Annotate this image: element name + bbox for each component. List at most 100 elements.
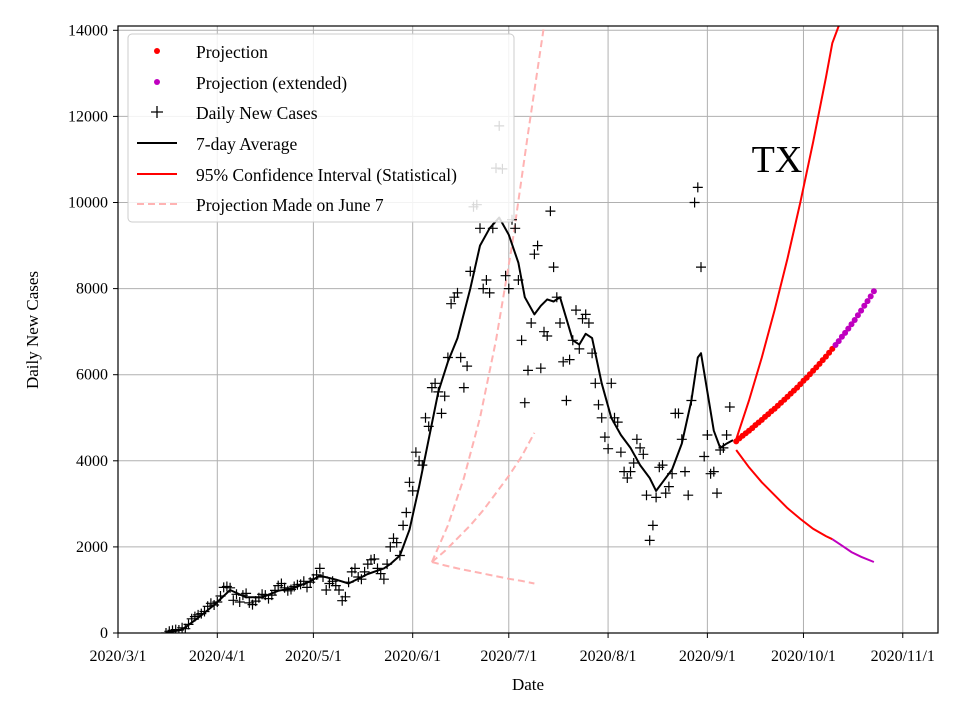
daily-case-marker bbox=[686, 395, 697, 406]
daily-case-marker bbox=[340, 591, 351, 602]
daily-case-marker bbox=[651, 492, 662, 503]
projection-extended-point bbox=[858, 307, 865, 314]
daily-case-marker bbox=[423, 421, 434, 432]
daily-case-marker bbox=[215, 591, 226, 601]
projection-extended-point bbox=[867, 293, 874, 300]
daily-case-marker bbox=[532, 240, 543, 251]
y-tick-label: 8000 bbox=[76, 281, 108, 298]
daily-case-marker bbox=[558, 356, 569, 367]
daily-case-marker bbox=[689, 197, 700, 208]
daily-case-marker bbox=[638, 449, 649, 460]
daily-case-marker bbox=[644, 535, 655, 546]
plot-area bbox=[161, 26, 877, 633]
legend-label-daily: Daily New Cases bbox=[196, 103, 318, 123]
daily-case-marker bbox=[548, 262, 559, 273]
daily-case-marker bbox=[199, 606, 210, 617]
daily-case-marker bbox=[555, 318, 565, 328]
daily-case-marker bbox=[551, 292, 562, 303]
x-tick-label: 2020/11/1 bbox=[871, 648, 935, 665]
projection-extended-point bbox=[861, 302, 868, 309]
daily-case-marker bbox=[407, 485, 418, 496]
daily-case-marker bbox=[484, 287, 495, 298]
x-tick-label: 2020/3/1 bbox=[90, 648, 147, 665]
projection-extended-point bbox=[848, 321, 855, 328]
daily-case-marker bbox=[302, 582, 312, 593]
seven-day-average-line bbox=[165, 216, 734, 633]
daily-case-marker bbox=[523, 365, 533, 376]
june7-projection-line bbox=[431, 432, 536, 563]
daily-case-marker bbox=[510, 223, 521, 234]
daily-case-marker bbox=[359, 566, 370, 577]
y-tick-label: 4000 bbox=[76, 453, 108, 470]
daily-case-marker bbox=[542, 331, 553, 341]
projection-extended-point bbox=[842, 329, 849, 336]
plot-frame bbox=[117, 25, 939, 634]
daily-case-marker bbox=[298, 576, 309, 587]
daily-case-marker bbox=[439, 391, 450, 402]
daily-case-marker bbox=[667, 468, 678, 479]
projection-extended-point bbox=[851, 317, 858, 323]
daily-case-marker bbox=[615, 447, 626, 458]
daily-case-marker bbox=[350, 563, 360, 574]
daily-case-marker bbox=[334, 585, 344, 595]
daily-case-marker bbox=[625, 466, 636, 477]
daily-case-marker bbox=[516, 335, 527, 346]
daily-case-marker bbox=[231, 589, 242, 600]
projection-extended-point bbox=[864, 298, 871, 305]
june7-projection-line bbox=[431, 561, 535, 585]
daily-case-marker bbox=[430, 378, 441, 389]
daily-case-marker bbox=[599, 432, 610, 443]
daily-case-marker bbox=[696, 262, 706, 273]
x-axis-label: Date bbox=[512, 675, 544, 694]
daily-case-marker bbox=[535, 363, 546, 374]
daily-case-marker bbox=[708, 466, 719, 477]
daily-case-marker bbox=[410, 447, 421, 458]
y-tick-label: 10000 bbox=[68, 195, 108, 212]
daily-case-marker bbox=[487, 223, 498, 234]
daily-case-marker bbox=[478, 283, 489, 294]
daily-case-marker bbox=[635, 442, 646, 453]
daily-case-marker bbox=[378, 574, 389, 585]
projection-extended-point bbox=[870, 288, 877, 295]
daily-case-marker bbox=[372, 563, 383, 574]
daily-case-marker bbox=[596, 412, 607, 423]
daily-case-marker bbox=[519, 397, 530, 408]
axis-ticks: 2020/3/1 2020/4/1 2020/5/1 2020/6/1 2020/7/1… bbox=[68, 22, 935, 665]
daily-case-marker bbox=[481, 275, 492, 285]
daily-case-marker bbox=[375, 568, 386, 579]
daily-case-marker bbox=[580, 309, 591, 320]
daily-case-marker bbox=[452, 287, 463, 298]
daily-case-marker bbox=[385, 541, 396, 552]
daily-case-marker bbox=[587, 348, 598, 359]
legend-frame bbox=[127, 33, 515, 223]
x-tick-label: 2020/5/1 bbox=[285, 648, 342, 665]
daily-case-marker bbox=[692, 182, 703, 193]
daily-case-marker bbox=[225, 582, 236, 593]
legend-marker-daily bbox=[151, 106, 163, 118]
daily-case-marker bbox=[641, 490, 652, 501]
june7-projection-lines bbox=[430, 26, 545, 585]
daily-case-marker bbox=[718, 442, 729, 453]
daily-case-marker bbox=[612, 417, 623, 428]
state-annotation: TX bbox=[752, 139, 803, 181]
daily-case-marker bbox=[724, 402, 735, 412]
daily-case-marker bbox=[343, 577, 354, 588]
june7-projection-line bbox=[430, 26, 545, 563]
y-tick-label: 6000 bbox=[76, 367, 108, 384]
daily-case-marker bbox=[446, 298, 457, 309]
daily-case-marker bbox=[683, 490, 694, 501]
x-tick-label: 2020/6/1 bbox=[384, 648, 441, 665]
daily-case-marker bbox=[583, 318, 594, 328]
daily-case-marker bbox=[475, 223, 485, 234]
daily-case-marker bbox=[590, 378, 601, 389]
daily-case-marker bbox=[606, 378, 617, 389]
daily-case-marker bbox=[526, 318, 537, 328]
daily-case-marker bbox=[676, 434, 687, 445]
legend-label-projection: Projection bbox=[196, 42, 268, 62]
y-tick-label: 14000 bbox=[68, 22, 108, 39]
daily-case-marker bbox=[433, 386, 444, 397]
legend-marker-projection bbox=[154, 48, 160, 54]
x-tick-label: 2020/4/1 bbox=[189, 648, 246, 665]
daily-case-marker bbox=[631, 434, 642, 445]
daily-case-marker bbox=[420, 412, 431, 423]
